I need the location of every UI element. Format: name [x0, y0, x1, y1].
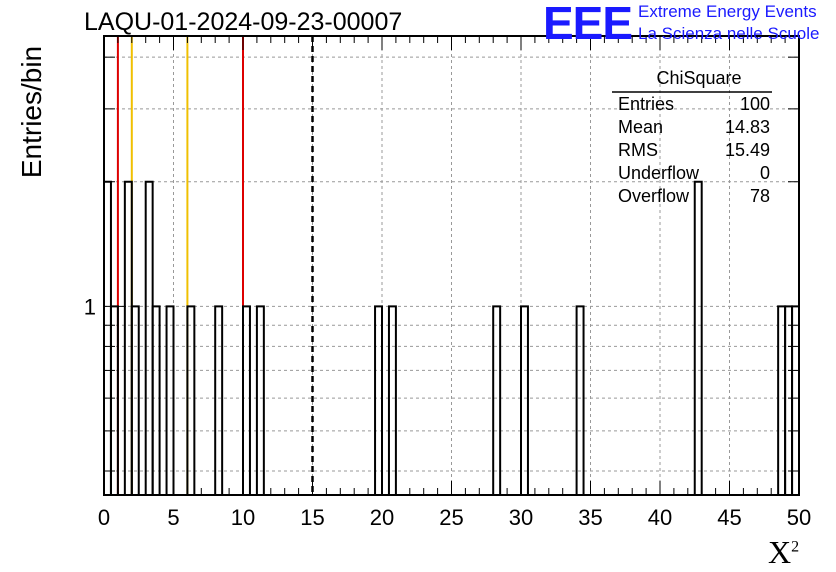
stats-box-name: ChiSquare — [656, 68, 741, 88]
y-tick-label: 1 — [84, 294, 96, 319]
histogram-bar — [242, 305, 251, 495]
histogram-bar — [151, 305, 161, 495]
histogram-bar — [387, 305, 397, 495]
histogram-bar — [186, 305, 196, 495]
logo-line-1: Extreme Energy Events — [638, 2, 817, 21]
x-tick-label: 0 — [98, 505, 110, 530]
histogram-bar — [575, 305, 585, 495]
stats-value: 15.49 — [725, 140, 770, 160]
histogram-bar — [492, 305, 502, 495]
stats-value: 78 — [750, 186, 770, 206]
stats-value: 14.83 — [725, 117, 770, 137]
histogram-bar — [144, 180, 154, 495]
histogram-bar — [255, 305, 265, 495]
histogram-bar — [791, 305, 800, 495]
x-tick-label: 35 — [578, 505, 602, 530]
x-tick-label: 45 — [717, 505, 741, 530]
x-axis-label-exponent: 2 — [791, 538, 800, 556]
x-tick-label: 10 — [231, 505, 255, 530]
histogram-bar — [165, 305, 175, 495]
histogram-bar — [214, 305, 224, 495]
x-axis-label: X2 — [768, 534, 799, 571]
histogram-bar — [693, 180, 703, 495]
stats-label: Underflow — [618, 163, 700, 183]
y-axis-label: Entries/bin — [16, 45, 47, 179]
histogram-bar — [777, 305, 787, 495]
chart-title: LAQU-01-2024-09-23-00007 — [84, 8, 403, 36]
histogram-bar — [374, 305, 383, 495]
stats-label: Overflow — [618, 186, 690, 206]
logo-line-2: La Scienza nelle Scuole — [638, 24, 820, 43]
histogram-bar — [123, 180, 133, 495]
axis-ticks: 0 5 10 15 20 25 30 35 40 45 50 1 — [84, 36, 811, 530]
histogram-bar — [784, 305, 794, 495]
stats-label: Entries — [618, 94, 674, 114]
histogram-bar — [130, 305, 140, 495]
x-tick-label: 15 — [300, 505, 324, 530]
stats-label: RMS — [618, 140, 658, 160]
x-tick-label: 25 — [439, 505, 463, 530]
stats-box: ChiSquare Entries 100 Mean 14.83 RMS 15.49 Unde… — [612, 68, 772, 206]
x-tick-label: 50 — [787, 505, 811, 530]
x-tick-label: 40 — [648, 505, 672, 530]
histogram-bar — [520, 305, 529, 495]
histogram-bar — [109, 305, 119, 495]
histogram-bar — [103, 180, 112, 495]
stats-value: 100 — [740, 94, 770, 114]
x-axis-label-base: X — [768, 534, 792, 570]
x-tick-label: 30 — [509, 505, 533, 530]
stats-value: 0 — [760, 163, 770, 183]
eee-logo: EEE — [543, 0, 633, 49]
stats-label: Mean — [618, 117, 663, 137]
x-tick-label: 20 — [370, 505, 394, 530]
x-tick-label: 5 — [167, 505, 179, 530]
